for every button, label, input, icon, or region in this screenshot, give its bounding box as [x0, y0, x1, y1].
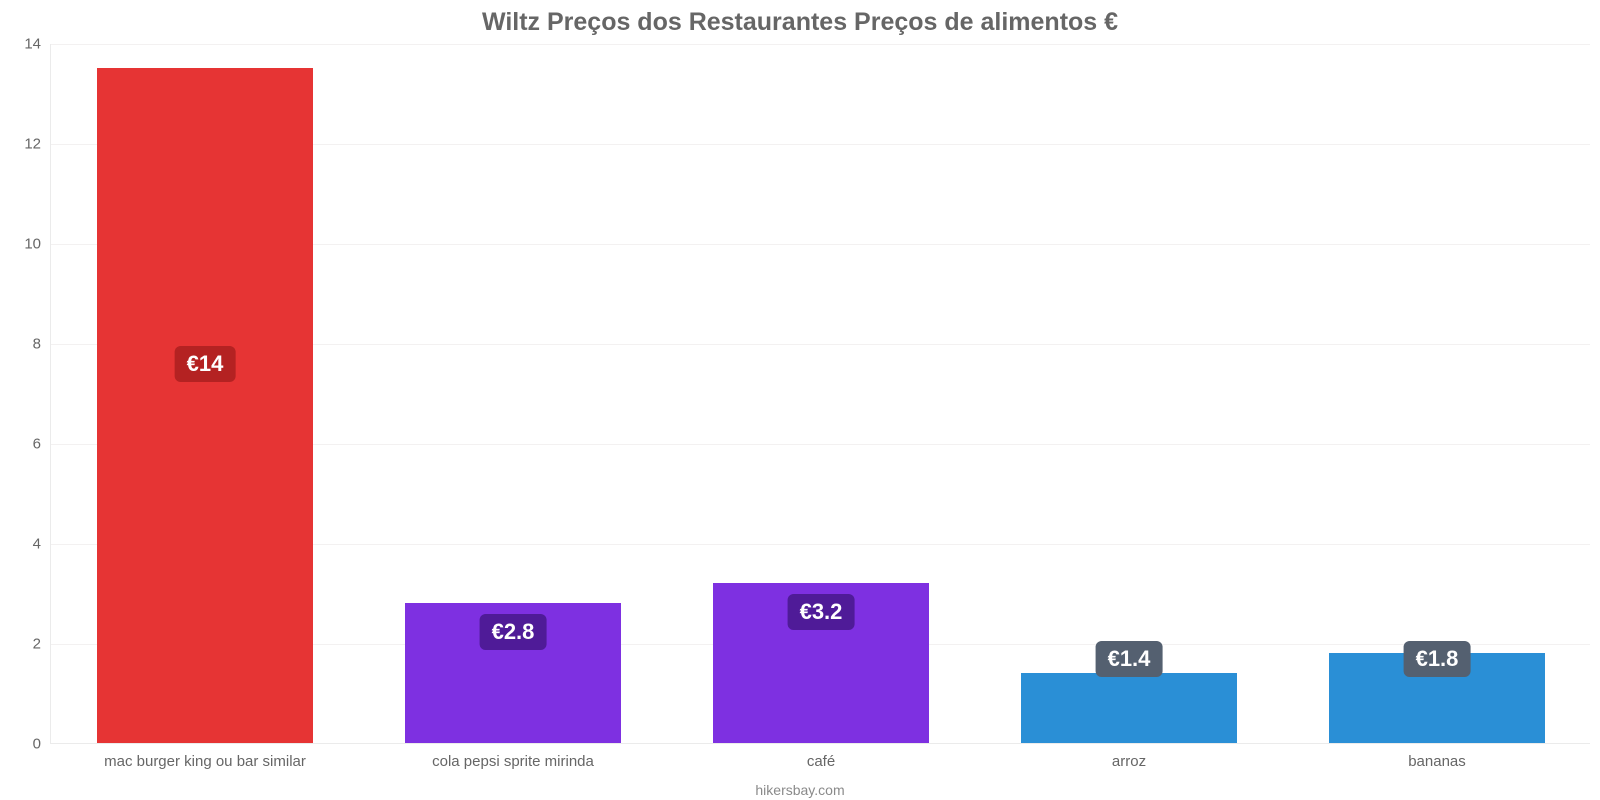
x-tick-label: bananas — [1408, 753, 1466, 770]
y-tick-label: 12 — [24, 136, 41, 153]
bar — [1021, 673, 1237, 743]
bar-value-label: €14 — [175, 346, 236, 382]
y-tick-label: 8 — [33, 336, 41, 353]
x-tick-label: arroz — [1112, 753, 1146, 770]
chart-title: Wiltz Preços dos Restaurantes Preços de … — [0, 8, 1600, 37]
y-tick-label: 6 — [33, 436, 41, 453]
price-bar-chart: Wiltz Preços dos Restaurantes Preços de … — [0, 0, 1600, 800]
y-tick-label: 0 — [33, 736, 41, 753]
x-tick-label: cola pepsi sprite mirinda — [432, 753, 594, 770]
bar-value-label: €3.2 — [788, 594, 855, 630]
y-tick-label: 10 — [24, 236, 41, 253]
x-tick-label: mac burger king ou bar similar — [104, 753, 306, 770]
y-tick-label: 14 — [24, 36, 41, 53]
bar — [97, 68, 313, 743]
bar-value-label: €1.8 — [1404, 641, 1471, 677]
plot-area: 02468101214€14mac burger king ou bar sim… — [50, 44, 1590, 744]
x-tick-label: café — [807, 753, 835, 770]
bar-value-label: €1.4 — [1096, 641, 1163, 677]
chart-footer: hikersbay.com — [0, 782, 1600, 798]
y-tick-label: 2 — [33, 636, 41, 653]
bar-value-label: €2.8 — [480, 614, 547, 650]
gridline — [51, 44, 1590, 45]
y-tick-label: 4 — [33, 536, 41, 553]
